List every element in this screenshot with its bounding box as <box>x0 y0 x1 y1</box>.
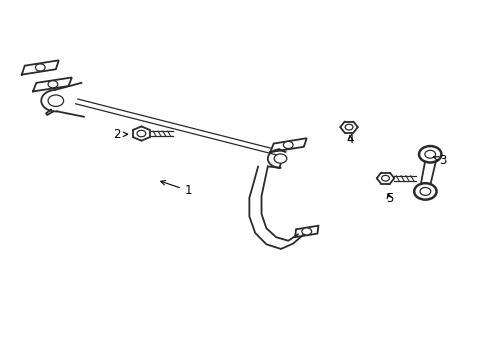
Text: 3: 3 <box>433 154 446 167</box>
Text: 4: 4 <box>346 134 353 147</box>
Text: 1: 1 <box>161 181 192 197</box>
Circle shape <box>48 81 58 88</box>
Circle shape <box>413 183 436 200</box>
Circle shape <box>274 154 286 163</box>
Circle shape <box>48 95 63 107</box>
Circle shape <box>137 130 145 137</box>
Polygon shape <box>22 60 59 75</box>
Circle shape <box>381 175 388 181</box>
Text: 5: 5 <box>385 192 392 205</box>
Circle shape <box>345 124 352 130</box>
Circle shape <box>418 146 441 162</box>
Polygon shape <box>33 77 72 91</box>
Circle shape <box>419 188 430 195</box>
Polygon shape <box>294 226 318 237</box>
Polygon shape <box>270 138 306 152</box>
Circle shape <box>424 150 435 158</box>
Circle shape <box>283 141 292 149</box>
Circle shape <box>35 64 45 71</box>
Circle shape <box>301 228 311 235</box>
Text: 2: 2 <box>113 128 127 141</box>
